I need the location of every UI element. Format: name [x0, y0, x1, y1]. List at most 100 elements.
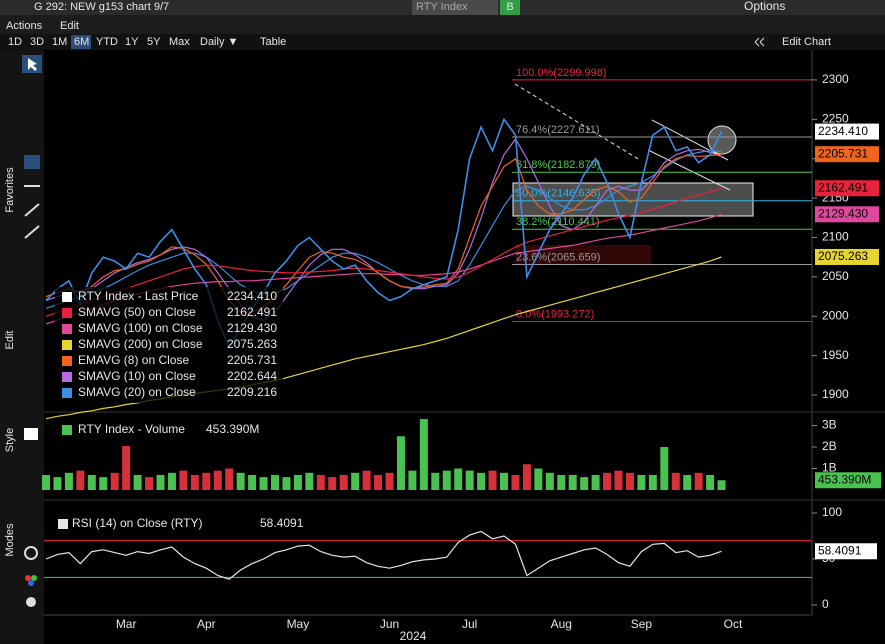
- security-field[interactable]: [412, 0, 498, 15]
- x-tick-label: Apr: [197, 617, 216, 631]
- volume-bar: [580, 477, 589, 490]
- badge[interactable]: [500, 0, 520, 15]
- legend-label: RTY Index - Last Price: [78, 289, 199, 303]
- moving-average: [45, 187, 722, 317]
- volume-bar: [202, 472, 211, 490]
- fib-label: 100.0%(2299.998): [516, 67, 607, 79]
- sidebar-label[interactable]: Favorites: [4, 167, 16, 213]
- period-button[interactable]: Max: [169, 36, 190, 48]
- ray-tool[interactable]: [24, 203, 40, 217]
- price-tag-label: 2234.410: [818, 124, 868, 138]
- frequency-select[interactable]: Daily ▼: [200, 36, 238, 48]
- text-tool[interactable]: [24, 155, 40, 169]
- period-button[interactable]: 1D: [8, 36, 22, 48]
- volume-bar: [53, 477, 62, 490]
- volume-bar: [603, 472, 612, 490]
- period-button[interactable]: 1M: [52, 36, 67, 48]
- period-button[interactable]: 3D: [30, 36, 44, 48]
- mode-icon: [25, 575, 31, 581]
- volume-bar: [42, 474, 50, 490]
- legend-value: 2129.430: [227, 321, 277, 335]
- volume-bar: [271, 474, 279, 490]
- volume-bar: [465, 470, 474, 490]
- sidebar-label[interactable]: Style: [4, 428, 16, 452]
- y-tick-label: 2300: [822, 72, 849, 86]
- price-tag: [815, 146, 879, 163]
- menu-item[interactable]: Actions: [6, 20, 43, 32]
- volume-bar: [671, 472, 680, 490]
- volume-bar: [179, 470, 188, 490]
- color-tool[interactable]: [24, 428, 38, 440]
- volume-bar: [717, 480, 726, 490]
- legend-label: SMAVG (10) on Close: [78, 369, 196, 383]
- options[interactable]: Options: [744, 0, 785, 13]
- volume-bar: [408, 470, 417, 490]
- volume-bar: [213, 470, 222, 490]
- volume-bar: [248, 474, 257, 490]
- volume-bar: [305, 472, 314, 490]
- toolbar: [0, 34, 885, 50]
- volume-bar: [500, 472, 508, 490]
- legend-label: RTY Index - Volume: [78, 422, 185, 436]
- mode-tool[interactable]: [24, 546, 38, 560]
- volume-bar: [110, 472, 119, 490]
- volume-bar: [683, 474, 692, 490]
- fib-label: 76.4%(2227.611): [516, 124, 600, 136]
- volume-bar: [614, 470, 623, 490]
- volume-bar: [431, 472, 440, 490]
- legend-swatch: [62, 292, 72, 302]
- moving-average: [45, 150, 722, 309]
- legend-swatch: [62, 388, 72, 398]
- volume-bar: [374, 474, 383, 490]
- volume-bar: [167, 472, 176, 490]
- price-tag: [815, 248, 879, 265]
- legend-label: SMAVG (20) on Close: [78, 385, 196, 399]
- table-button[interactable]: Table: [260, 36, 286, 48]
- sidebar-label[interactable]: Modes: [4, 523, 16, 557]
- collapse-icon[interactable]: [754, 37, 765, 47]
- y-tick-label: 1950: [822, 348, 849, 362]
- period-button[interactable]: 5Y: [147, 36, 161, 48]
- volume-bar: [454, 468, 463, 490]
- period-button[interactable]: 6M: [74, 36, 89, 48]
- period-selected: [71, 35, 91, 49]
- legend-value: 2209.216: [227, 385, 277, 399]
- legend-value: 2234.410: [227, 289, 277, 303]
- x-tick-label: Jul: [462, 617, 477, 631]
- menu-item[interactable]: Edit: [60, 20, 79, 32]
- legend-swatch: [62, 425, 72, 435]
- legend-swatch: [62, 308, 72, 318]
- legend-label: SMAVG (100) on Close: [78, 321, 203, 335]
- highlight-box: [515, 245, 651, 265]
- settings-icon[interactable]: [26, 597, 36, 607]
- volume-bar: [557, 474, 566, 490]
- highlight-circle: [707, 125, 737, 155]
- sidebar-label[interactable]: Edit: [4, 331, 16, 350]
- volume-bar: [419, 419, 428, 490]
- y-tick-label: 1900: [822, 387, 849, 401]
- period-button[interactable]: 1Y: [125, 36, 139, 48]
- volume-bar: [328, 477, 337, 490]
- volume-bar: [293, 474, 302, 490]
- edit-chart-button[interactable]: Edit Chart: [782, 36, 831, 48]
- segment-tool[interactable]: [24, 225, 40, 239]
- legend-swatch: [62, 340, 72, 350]
- volume-bar: [145, 477, 154, 490]
- period-button[interactable]: YTD: [96, 36, 118, 48]
- fib-label: 23.6%(2065.659): [516, 251, 600, 263]
- volume-bar: [190, 474, 199, 490]
- volume-bar: [156, 474, 165, 490]
- volume-bar: [694, 472, 703, 490]
- price-tag-label: 2205.731: [818, 146, 868, 160]
- y-tick-label: 2B: [822, 439, 837, 453]
- price-tag-label: 2162.491: [818, 180, 868, 194]
- pointer-icon: [28, 58, 37, 71]
- legend-value: 2202.644: [227, 369, 277, 383]
- price-line: [45, 117, 723, 350]
- volume-bar: [706, 474, 715, 490]
- volume-bar: [316, 474, 325, 490]
- volume-bar: [339, 474, 348, 490]
- volume-tag-label: 453.390M: [818, 472, 871, 486]
- rsi-tag-label: 58.4091: [818, 543, 862, 557]
